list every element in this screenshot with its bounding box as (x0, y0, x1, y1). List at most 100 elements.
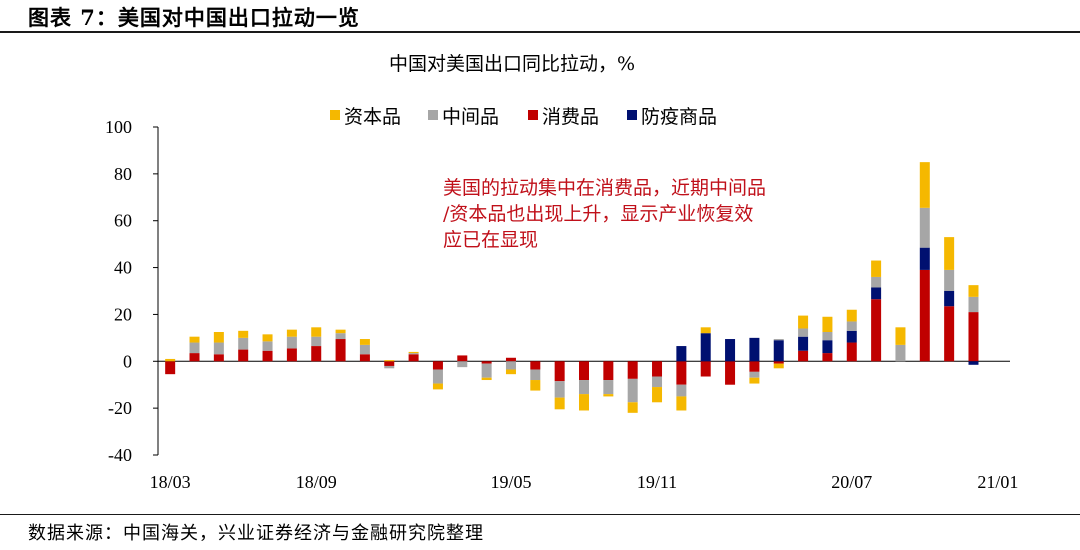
bar-consumer_goods (652, 361, 663, 377)
bar-capital_goods (481, 377, 492, 381)
bar-pandemic_goods (798, 336, 809, 351)
bar-consumer_goods (725, 361, 736, 385)
bar-consumer_goods (579, 361, 589, 381)
bar-consumer_goods (359, 354, 370, 362)
bar-intermediate_goods (919, 207, 930, 248)
figure-title: 图表 7：美国对中国出口拉动一览 (28, 5, 360, 30)
bar-capital_goods (554, 397, 565, 410)
bar-intermediate_goods (676, 384, 687, 397)
bar-consumer_goods (481, 361, 492, 364)
bar-intermediate_goods (822, 332, 833, 341)
legend-label-intermediate_goods: 中间品 (442, 106, 499, 128)
y-tick-label: -20 (108, 398, 132, 418)
bar-capital_goods (798, 315, 809, 329)
bar-capital_goods (505, 369, 516, 375)
bar-consumer_goods (773, 361, 784, 364)
annotation-line: 美国的拉动集中在消费品，近期中间品 (443, 177, 766, 199)
bar-capital_goods (408, 351, 419, 354)
bar-intermediate_goods (189, 342, 200, 354)
legend-swatch-intermediate_goods (428, 110, 438, 120)
bar-intermediate_goods (335, 333, 346, 340)
bar-capital_goods (652, 387, 663, 403)
bar-intermediate_goods (798, 328, 809, 337)
x-tick-label: 18/03 (150, 472, 191, 492)
bar-capital_goods (968, 285, 979, 297)
chart-legend: 资本品 中间品 消费品 防疫商品 (330, 106, 717, 128)
bar-consumer_goods (846, 342, 857, 362)
bar-consumer_goods (700, 361, 711, 377)
legend-label-capital_goods: 资本品 (344, 106, 401, 128)
bar-capital_goods (359, 339, 370, 345)
legend-label-consumer_goods: 消费品 (542, 106, 599, 128)
bar-capital_goods (822, 316, 833, 332)
y-tick-label: 80 (114, 164, 132, 184)
bar-intermediate_goods (554, 381, 565, 398)
bar-pandemic_goods (871, 287, 882, 300)
bar-intermediate_goods (968, 296, 979, 313)
bar-capital_goods (384, 360, 395, 362)
y-tick-label: -40 (108, 445, 132, 465)
bar-pandemic_goods (749, 337, 760, 362)
bar-intermediate_goods (311, 336, 322, 347)
bar-intermediate_goods (432, 369, 443, 384)
bar-intermediate_goods (846, 321, 857, 331)
bar-consumer_goods (798, 350, 809, 362)
bar-consumer_goods (871, 299, 882, 362)
bar-consumer_goods (408, 354, 419, 362)
bar-consumer_goods (749, 361, 760, 372)
legend-swatch-capital_goods (330, 110, 340, 120)
x-tick-label: 19/05 (490, 472, 531, 492)
bar-capital_goods (846, 309, 857, 322)
bar-intermediate_goods (895, 344, 906, 362)
bar-consumer_goods (165, 361, 176, 375)
x-tick-label: 21/01 (977, 472, 1018, 492)
bar-intermediate_goods (286, 336, 297, 349)
bar-intermediate_goods (505, 361, 516, 370)
bar-intermediate_goods (871, 276, 882, 288)
bar-capital_goods (919, 162, 930, 208)
bar-consumer_goods (530, 361, 541, 370)
bar-consumer_goods (554, 361, 565, 382)
bar-capital_goods (676, 396, 687, 411)
bar-consumer_goods (944, 306, 955, 362)
x-tick-label: 18/09 (296, 472, 337, 492)
bar-intermediate_goods (457, 361, 468, 368)
bar-pandemic_goods (725, 339, 736, 362)
y-tick-label: 100 (105, 117, 132, 137)
bar-capital_goods (579, 394, 589, 411)
bar-consumer_goods (968, 312, 979, 362)
bar-pandemic_goods (919, 247, 930, 270)
x-tick-label: 20/07 (831, 472, 872, 492)
bar-capital_goods (530, 380, 541, 391)
bar-pandemic_goods (968, 361, 979, 365)
bar-intermediate_goods (481, 363, 492, 378)
bar-intermediate_goods (530, 369, 541, 381)
bar-intermediate_goods (603, 380, 614, 395)
bar-capital_goods (700, 327, 711, 334)
source-note: 数据来源：中国海关，兴业证券经济与金融研究院整理 (28, 523, 484, 544)
bar-consumer_goods (286, 348, 297, 362)
stacked-bar-chart: 中国对美国出口同比拉动，% 资本品 中间品 消费品 防疫商品 100 80 60 40 20 0… (105, 53, 1018, 492)
bar-consumer_goods (457, 355, 468, 362)
bar-consumer_goods (627, 361, 638, 379)
bar-intermediate_goods (359, 344, 370, 355)
x-tick-label: 19/11 (637, 472, 677, 492)
bar-intermediate_goods (262, 341, 273, 351)
bar-capital_goods (773, 363, 784, 369)
legend-swatch-consumer_goods (528, 110, 538, 120)
y-tick-label: 0 (123, 351, 132, 371)
bar-consumer_goods (919, 269, 930, 362)
bottom-rule (0, 514, 1080, 515)
legend-swatch-pandemic_goods (627, 110, 637, 120)
bar-capital_goods (238, 330, 249, 338)
bar-capital_goods (603, 394, 614, 397)
bar-capital_goods (871, 260, 882, 277)
bar-capital_goods (189, 336, 200, 343)
bar-intermediate_goods (384, 365, 395, 369)
bar-consumer_goods (603, 361, 614, 381)
bar-consumer_goods (432, 361, 443, 370)
bar-capital_goods (262, 334, 273, 342)
annotation-line: /资本品也出现上升，显示产业恢复效 (443, 203, 753, 225)
bar-consumer_goods (189, 353, 200, 362)
chart-axes: 100 80 60 40 20 0 -20 -40 18/03 18/09 19/05 19/11 20… (105, 117, 1018, 492)
